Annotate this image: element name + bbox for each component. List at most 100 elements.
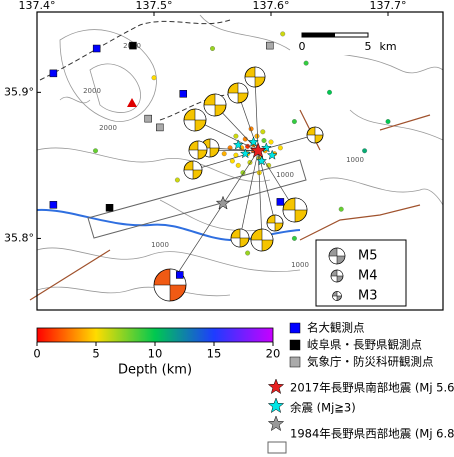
legend-label: 名大観測点 <box>307 321 365 335</box>
contour-label: 2000 <box>99 124 117 132</box>
magnitude-label: M5 <box>358 249 378 264</box>
focal-quadrant <box>306 126 324 144</box>
contour <box>36 247 301 272</box>
lon-label: 137.7° <box>370 0 407 12</box>
lat-label: 35.9° <box>4 85 34 98</box>
legend-swatch <box>289 356 301 368</box>
earthquake <box>93 148 98 154</box>
earthquake <box>254 133 260 139</box>
legend-label: 余震 (Mj≧3) <box>290 401 356 415</box>
leader <box>194 119 259 152</box>
station <box>266 41 274 50</box>
station <box>129 41 137 50</box>
station <box>276 198 285 206</box>
focal-quadrant <box>250 228 274 252</box>
legend-swatch <box>289 339 301 351</box>
rupture-zone <box>87 159 307 239</box>
earthquake <box>240 170 246 176</box>
focal-quadrant <box>266 214 284 232</box>
earthquake <box>245 250 251 256</box>
leader <box>169 150 259 286</box>
magnitude-label: M4 <box>358 269 378 284</box>
lon-label: 137.5° <box>136 0 173 12</box>
magnitude-label: M3 <box>358 289 378 304</box>
contour <box>319 177 444 206</box>
volcano <box>127 98 137 107</box>
contour <box>59 29 157 122</box>
earthquake <box>233 133 239 139</box>
colorbar <box>36 327 274 343</box>
contour <box>59 96 91 104</box>
aftershock <box>266 149 278 160</box>
earthquake <box>327 89 332 95</box>
lat-label: 35.8° <box>4 231 34 244</box>
earthquake <box>291 235 297 241</box>
leader <box>254 76 259 151</box>
contour-label: 1000 <box>276 171 294 179</box>
scale-label: 0 <box>299 40 306 53</box>
legend-star <box>267 378 285 395</box>
legend-rupture <box>267 441 287 454</box>
station <box>179 90 188 98</box>
map-border <box>36 11 444 311</box>
earthquake <box>338 206 344 212</box>
contour-label: 2000 <box>83 87 101 95</box>
scale-bar-bg <box>296 27 396 55</box>
colorbar-tick-label: 20 <box>266 347 281 361</box>
legend-swatch <box>289 322 301 334</box>
colorbar-tick-label: 10 <box>148 347 163 361</box>
magnitude-quadrant <box>332 291 342 301</box>
aftershock <box>248 136 259 147</box>
earthquake <box>221 151 227 157</box>
mainshock <box>249 142 267 158</box>
contour <box>199 14 291 51</box>
legend-star <box>267 397 285 414</box>
contour <box>349 109 444 141</box>
focal-quadrant <box>183 160 203 180</box>
aftershock <box>239 148 251 159</box>
earthquake <box>229 158 235 164</box>
earthquake <box>362 148 368 154</box>
leader <box>239 150 259 239</box>
legend-label: 1984年長野県西部地震 (Mj 6.8) <box>290 427 454 441</box>
focal-quadrant <box>282 197 308 223</box>
colorbar-tick-label: 5 <box>92 347 99 361</box>
aftershock <box>232 139 244 150</box>
focal-quadrant <box>230 228 250 248</box>
colorbar-tick-label: 15 <box>207 347 222 361</box>
station <box>49 201 58 209</box>
focal-quadrant <box>244 66 266 88</box>
contour <box>36 286 231 297</box>
earthquake <box>303 60 309 66</box>
earthquake <box>268 139 274 145</box>
contour-label: 1000 <box>151 241 169 249</box>
earthquake <box>385 119 391 125</box>
contour <box>89 63 141 113</box>
earthquake <box>210 46 215 51</box>
aftershock <box>261 142 272 153</box>
magnitude-quadrant <box>330 269 344 283</box>
earthquake <box>174 177 180 183</box>
earthquake <box>291 119 297 125</box>
station <box>49 69 58 78</box>
earthquake <box>151 75 157 81</box>
colorbar-tick-label: 0 <box>33 347 40 361</box>
scale-label: km <box>379 40 396 53</box>
contour-label: 1000 <box>291 261 309 269</box>
earthquake <box>235 162 241 168</box>
contour-label: 1000 <box>346 156 364 164</box>
legend-label: 2017年長野県南部地震 (Mj 5.6) <box>290 381 454 395</box>
earthquake <box>261 138 267 143</box>
station <box>92 44 101 53</box>
legend-label: 気象庁・防災科研観測点 <box>307 355 434 369</box>
station <box>144 114 152 123</box>
lon-label: 137.6° <box>253 0 290 12</box>
legend-star <box>267 415 285 432</box>
focal-quadrant <box>183 108 207 132</box>
leader <box>257 150 263 241</box>
scale-label: 5 <box>365 40 372 53</box>
magnitude-quadrant <box>328 247 346 265</box>
station <box>105 203 114 212</box>
colorbar-label: Depth (km) <box>118 363 192 378</box>
